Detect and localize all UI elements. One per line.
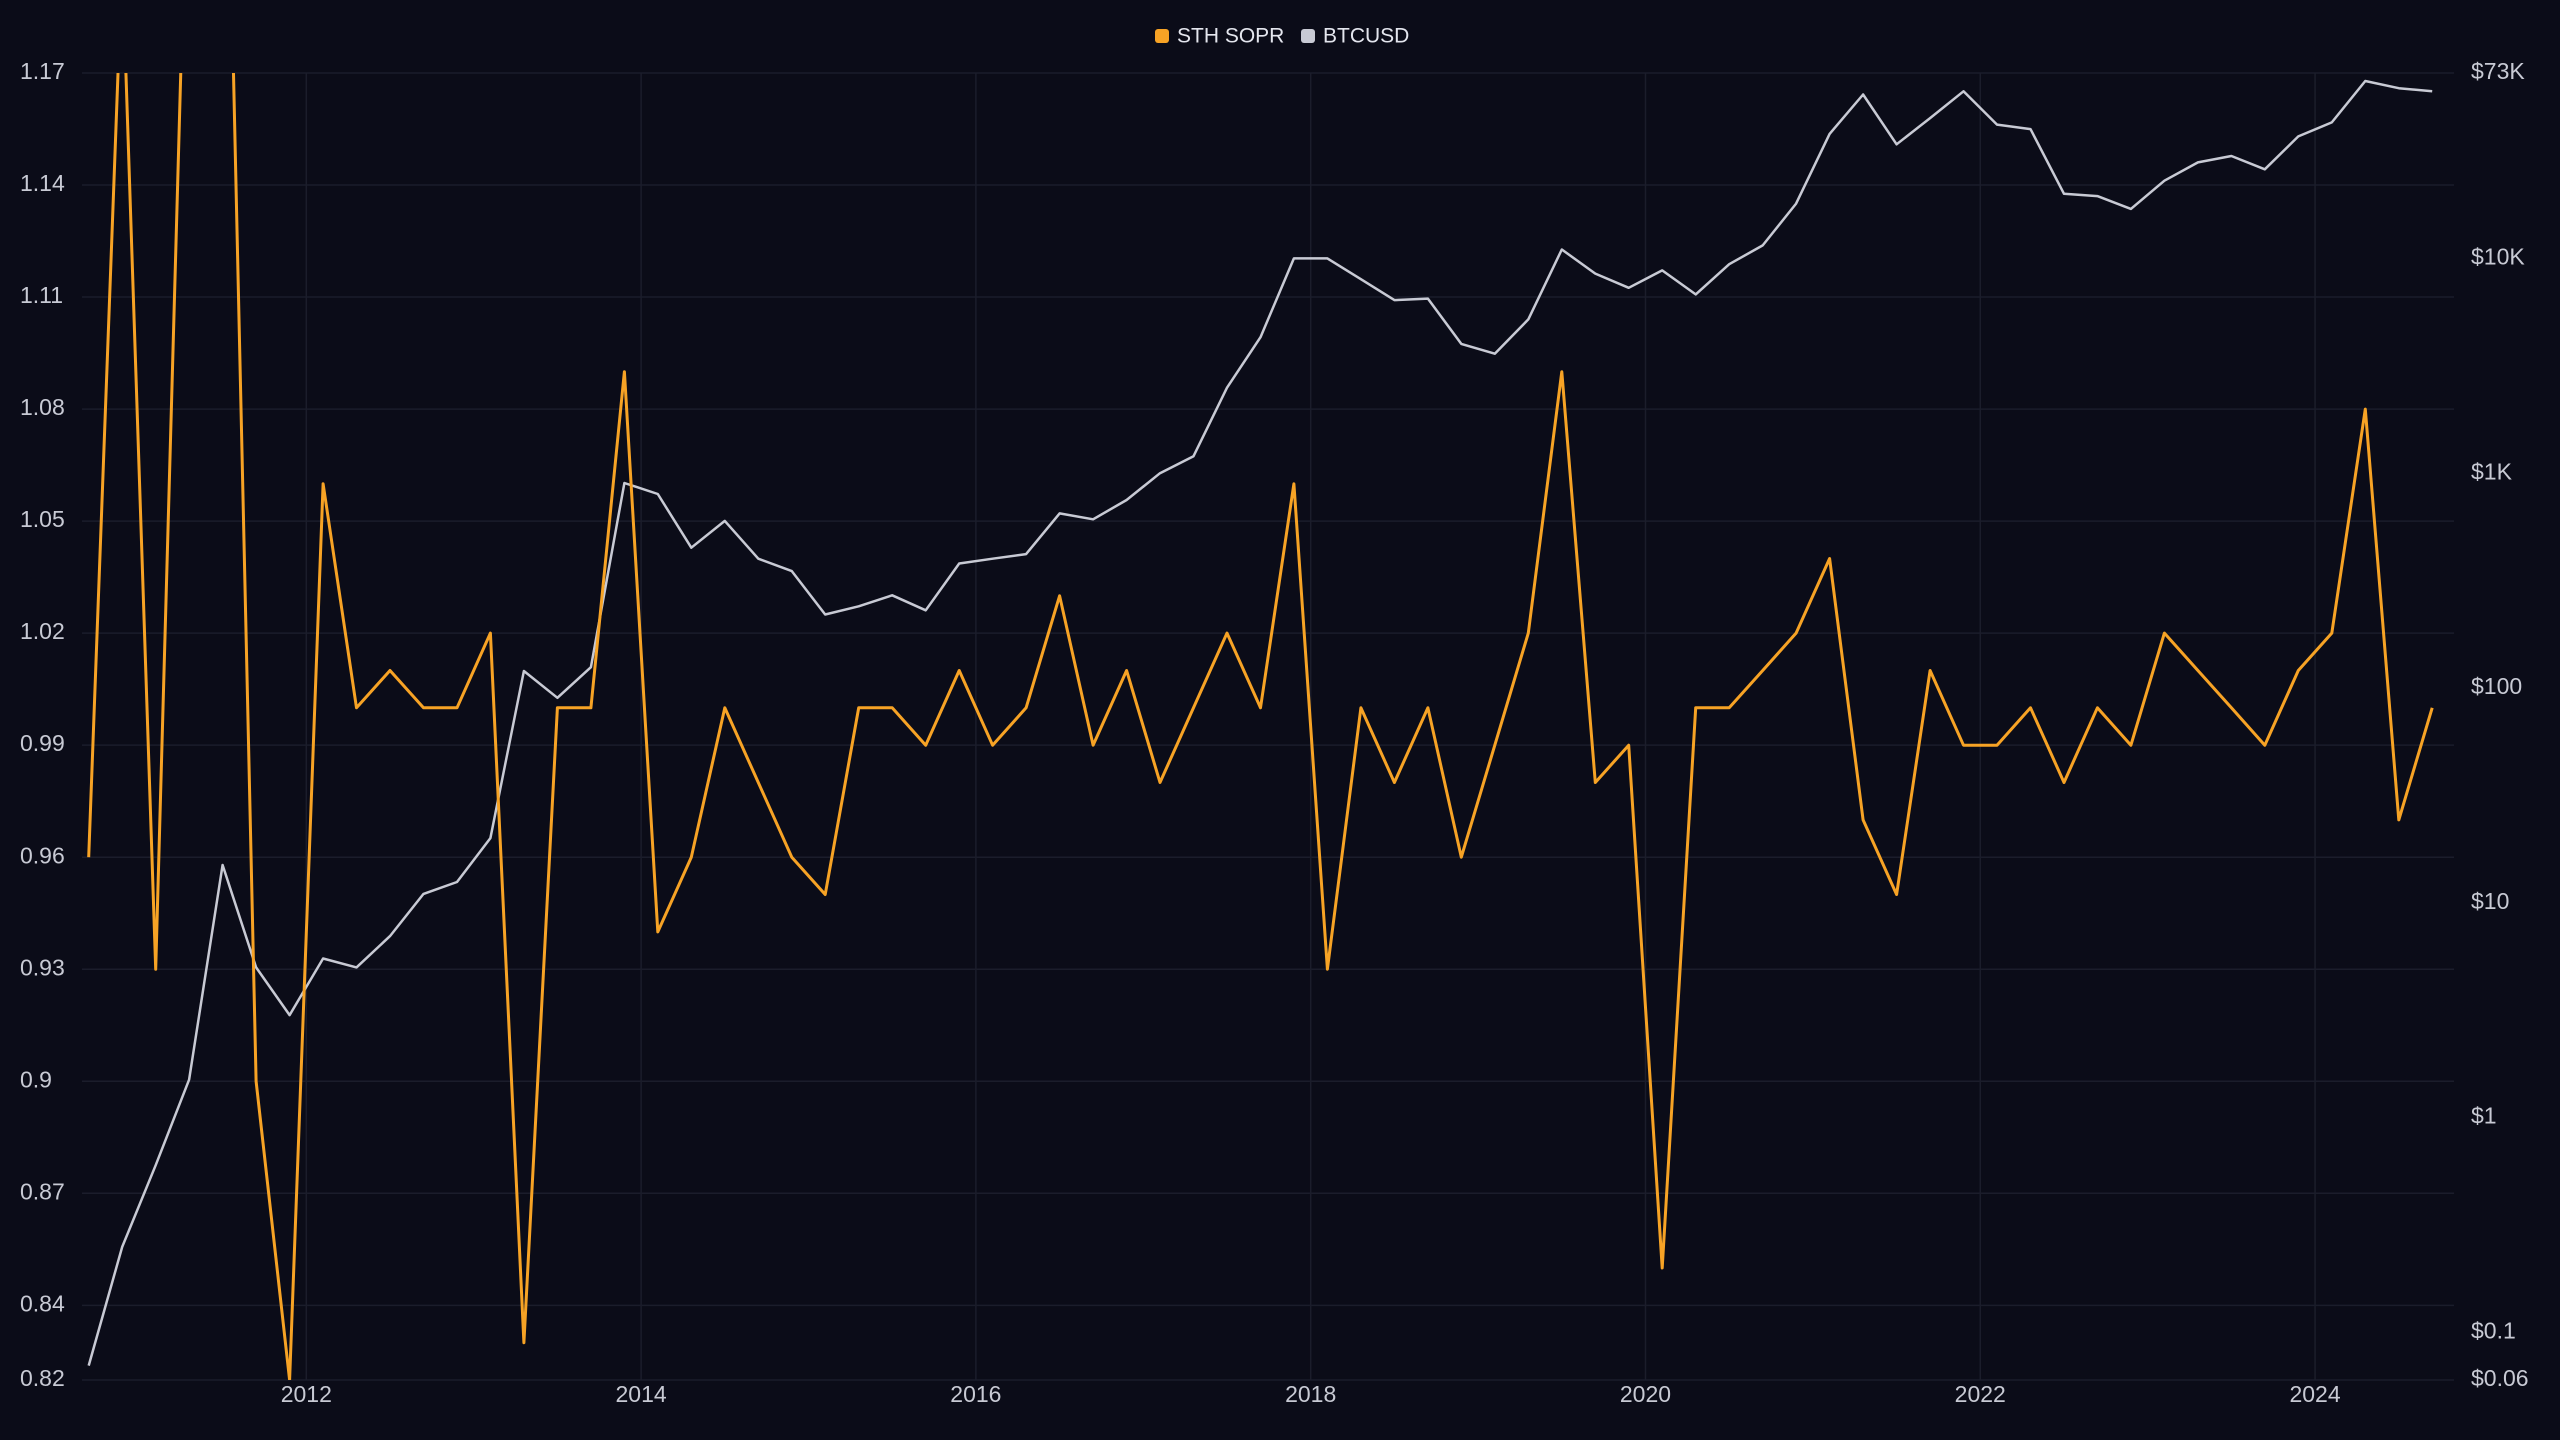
x-tick-label: 2024 [2289,1381,2340,1407]
legend-swatch [1155,29,1169,43]
x-tick-label: 2018 [1285,1381,1336,1407]
y-tick-label: 0.96 [20,842,65,868]
y2-tick-label: $10K [2471,244,2525,270]
y-tick-label: 1.14 [20,170,65,196]
y-tick-label: 1.11 [20,282,63,308]
legend-label: STH SOPR [1177,25,1284,48]
y2-tick-label: $10 [2471,888,2509,914]
legend-label: BTCUSD [1323,25,1409,48]
y2-tick-label: $100 [2471,673,2522,699]
y-tick-label: 1.05 [20,506,65,532]
y-tick-label: 0.87 [20,1178,65,1204]
y2-tick-label: $0.06 [2471,1365,2529,1391]
y-tick-label: 1.17 [20,58,65,84]
series-line [87,73,2434,1380]
y-tick-label: 1.02 [20,618,65,644]
plot-area [87,73,2434,1380]
x-tick-label: 2016 [950,1381,1001,1407]
y-tick-label: 1.08 [20,394,65,420]
legend-swatch [1301,29,1315,43]
labels: 0.82 0.84 0.87 0.9 0.93 0.96 0.99 1.02 1.05 1.08 1… [20,25,2529,1408]
x-tick-label: 2014 [616,1381,667,1407]
x-tick-label: 2022 [1955,1381,2006,1407]
y-tick-label: 0.9 [20,1066,52,1092]
series-line [87,79,2433,1366]
x-tick-label: 2012 [281,1381,332,1407]
y-tick-label: 0.84 [20,1290,65,1316]
y-tick-label: 0.82 [20,1365,65,1391]
x-tick-label: 2020 [1620,1381,1671,1407]
y-tick-label: 0.93 [20,954,65,980]
y2-tick-label: $73K [2471,58,2525,84]
y2-tick-label: $1K [2471,458,2513,484]
y2-tick-label: $1 [2471,1103,2497,1129]
y2-tick-label: $0.1 [2471,1317,2516,1343]
y-tick-label: 0.99 [20,730,65,756]
